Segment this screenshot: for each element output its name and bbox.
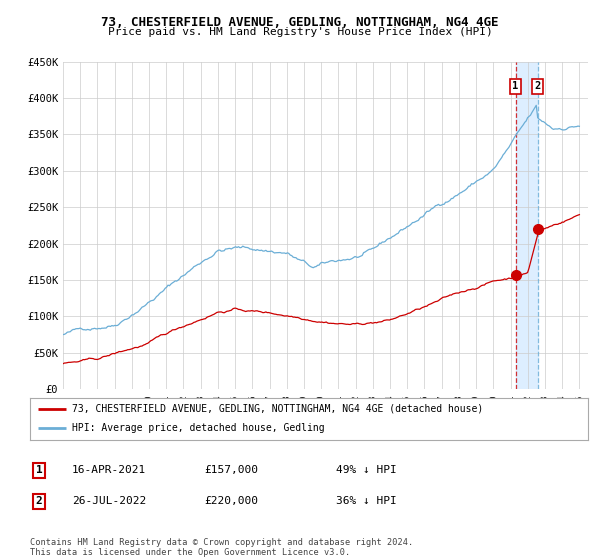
Text: Contains HM Land Registry data © Crown copyright and database right 2024.
This d: Contains HM Land Registry data © Crown c… <box>30 538 413 557</box>
Text: 2: 2 <box>35 496 43 506</box>
Bar <box>515 62 538 389</box>
Text: 49% ↓ HPI: 49% ↓ HPI <box>336 465 397 475</box>
Text: 26-JUL-2022: 26-JUL-2022 <box>72 496 146 506</box>
Text: 16-APR-2021: 16-APR-2021 <box>72 465 146 475</box>
Text: 1: 1 <box>35 465 43 475</box>
Text: 73, CHESTERFIELD AVENUE, GEDLING, NOTTINGHAM, NG4 4GE (detached house): 73, CHESTERFIELD AVENUE, GEDLING, NOTTIN… <box>72 404 483 414</box>
Text: 73, CHESTERFIELD AVENUE, GEDLING, NOTTINGHAM, NG4 4GE: 73, CHESTERFIELD AVENUE, GEDLING, NOTTIN… <box>101 16 499 29</box>
Text: 2: 2 <box>535 81 541 91</box>
Text: HPI: Average price, detached house, Gedling: HPI: Average price, detached house, Gedl… <box>72 423 325 433</box>
Text: £157,000: £157,000 <box>204 465 258 475</box>
Text: 36% ↓ HPI: 36% ↓ HPI <box>336 496 397 506</box>
Text: Price paid vs. HM Land Registry's House Price Index (HPI): Price paid vs. HM Land Registry's House … <box>107 27 493 37</box>
Text: 1: 1 <box>512 81 518 91</box>
Text: £220,000: £220,000 <box>204 496 258 506</box>
